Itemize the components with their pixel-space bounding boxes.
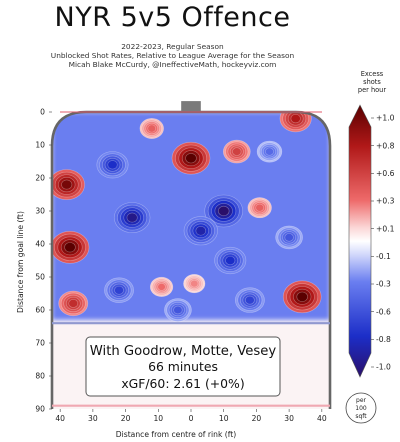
heatmap-hotspot [171,141,211,175]
heatmap-hotspot [275,225,303,250]
x-axis-ticks: 40 30 20 10 0 10 20 30 40 [55,409,327,423]
subtitle-author: Micah Blake McCurdy, @IneffectiveMath, h… [68,60,277,69]
scale-note-line: sqft [355,413,367,420]
colorbar-tick-label: +1.0 [376,114,395,123]
scale-note: per 100 sqft [345,392,377,424]
x-tick-label: 10 [219,414,229,423]
x-tick-label: 40 [317,414,327,423]
heatmap-hotspot [104,277,134,303]
heatmap-hotspot [234,287,265,313]
heatmap-hotspot [222,139,251,164]
x-tick-label: 20 [252,414,262,423]
scale-note-line: per [356,397,367,404]
info-box: With Goodrow, Motte, Vesey 66 minutes xG… [85,336,281,397]
x-tick-label: 0 [189,414,194,423]
heatmap-hotspot [247,197,272,219]
colorbar-tick-label: -1.0 [376,363,391,372]
colorbar-title: Excess shots per hour [344,70,400,94]
colorbar-tick-label: -0.3 [376,280,391,289]
colorbar-title-line: per hour [357,86,387,94]
heatmap-surface [52,112,330,322]
heatmap-hotspot [139,118,164,139]
heatmap-hotspot [52,169,85,201]
colorbar-title-line: shots [363,78,381,86]
x-tick-label: 30 [88,414,98,423]
heatmap-hotspot [149,276,174,297]
x-tick-label: 20 [121,414,131,423]
colorbar: +1.0 +0.8 +0.6 +0.3 +0.1 -0.1 -0.3 -0.6 -0.8 -1.0 [348,104,395,378]
heatmap-hotspot [164,298,192,322]
heatmap-hotspot [52,231,90,264]
colorbar-tick-label: +0.6 [376,169,395,178]
heatmap-hotspot [282,280,322,314]
y-tick-label: 80 [35,372,45,381]
x-tick-label: 10 [153,414,163,423]
heatmap-hotspot [183,274,206,294]
y-tick-label: 10 [35,141,45,150]
y-tick-label: 30 [35,207,45,216]
goal-net [181,101,201,112]
heatmap-hotspot [113,202,151,234]
heatmap-hotspot [256,140,283,163]
heatmap-hotspot [58,290,89,317]
colorbar-tick-label: -0.6 [376,307,391,316]
heatmap-hotspot [279,112,312,133]
scale-note-line: 100 [355,405,367,412]
heatmap-hotspot [204,194,244,228]
subtitle-description: Unblocked Shot Rates, Relative to League… [50,51,295,60]
colorbar-gradient [348,104,372,378]
x-tick-label: 40 [55,414,65,423]
heatmap-hotspot [214,246,247,275]
info-box-minutes: 66 minutes [148,359,218,374]
colorbar-title-line: Excess [360,70,384,78]
y-axis-label: Distance from goal line (ft) [16,211,25,313]
colorbar-tick-label: +0.1 [376,224,395,233]
heatmap-hotspot [96,151,129,179]
colorbar-tick-label: -0.8 [376,335,391,344]
y-tick-label: 40 [35,240,45,249]
subtitle-season: 2022-2023, Regular Season [121,42,224,51]
colorbar-tick-label: -0.1 [376,252,391,261]
y-tick-label: 0 [40,108,45,117]
colorbar-ticks: +1.0 +0.8 +0.6 +0.3 +0.1 -0.1 -0.3 -0.6 -0.8 -1.0 [371,114,395,372]
y-tick-label: 20 [35,174,45,183]
rink-markings [50,101,332,409]
y-tick-label: 70 [35,339,45,348]
y-tick-label: 60 [35,306,45,315]
info-box-linemates: With Goodrow, Motte, Vesey [90,344,277,359]
info-box-xgf: xGF/60: 2.61 (+0%) [121,376,244,391]
x-tick-label: 30 [284,414,294,423]
y-axis-ticks: 0 10 20 30 40 50 60 70 80 90 [35,108,52,414]
colorbar-tick-label: +0.8 [376,141,395,150]
chart-title: NYR 5v5 Offence [54,2,291,33]
colorbar-tick-label: +0.3 [376,197,395,206]
heatmap-hotspot [183,216,218,246]
y-tick-label: 90 [35,405,45,414]
y-tick-label: 50 [35,273,45,282]
x-axis-label: Distance from centre of rink (ft) [116,430,236,439]
